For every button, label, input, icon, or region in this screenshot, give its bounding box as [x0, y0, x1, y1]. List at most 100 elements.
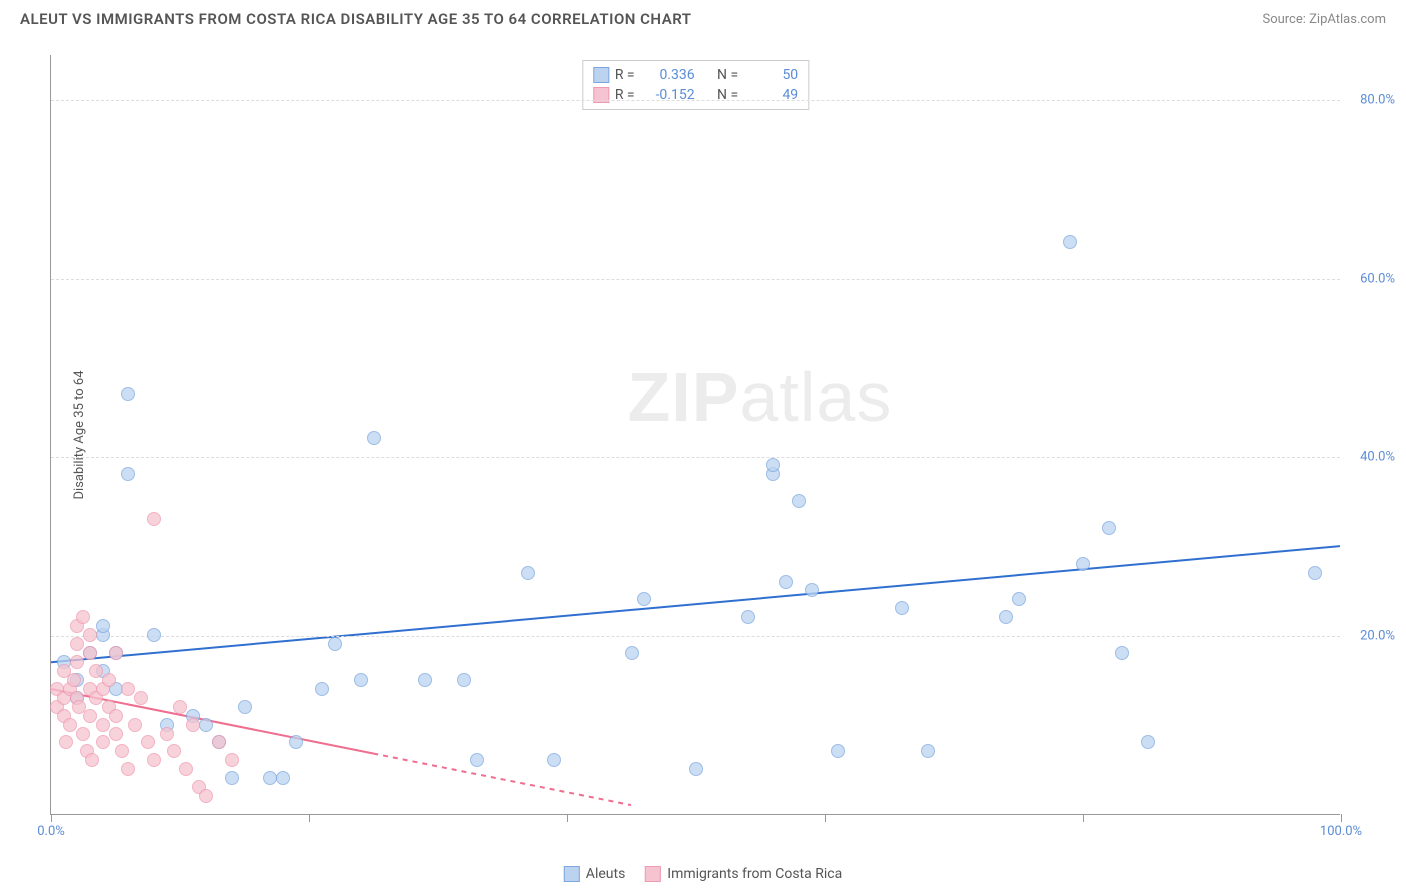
- data-point: [289, 735, 303, 749]
- data-point: [115, 744, 129, 758]
- data-point: [199, 718, 213, 732]
- gridline: [51, 100, 1340, 101]
- correlation-legend: R =0.336 N =50R =-0.152 N =49: [582, 60, 809, 110]
- data-point: [121, 387, 135, 401]
- gridline: [51, 279, 1340, 280]
- data-point: [315, 682, 329, 696]
- data-point: [328, 637, 342, 651]
- data-point: [109, 709, 123, 723]
- chart-area: Disability Age 35 to 64 ZIPatlas R =0.33…: [50, 55, 1340, 815]
- plot-region: ZIPatlas R =0.336 N =50R =-0.152 N =49 2…: [50, 55, 1340, 815]
- x-tick-label: 100.0%: [1320, 824, 1362, 839]
- data-point: [367, 431, 381, 445]
- data-point: [921, 744, 935, 758]
- data-point: [83, 709, 97, 723]
- y-tick-label: 20.0%: [1360, 629, 1395, 644]
- legend-label: Immigrants from Costa Rica: [667, 866, 842, 882]
- data-point: [212, 735, 226, 749]
- data-point: [121, 682, 135, 696]
- data-point: [625, 646, 639, 660]
- data-point: [96, 619, 110, 633]
- data-point: [225, 753, 239, 767]
- correlation-row: R =0.336 N =50: [593, 65, 798, 85]
- data-point: [779, 575, 793, 589]
- watermark: ZIPatlas: [628, 357, 893, 437]
- gridline: [51, 457, 1340, 458]
- data-point: [96, 718, 110, 732]
- data-point: [1076, 557, 1090, 571]
- data-point: [225, 771, 239, 785]
- data-point: [689, 762, 703, 776]
- data-point: [89, 664, 103, 678]
- data-point: [121, 467, 135, 481]
- data-point: [805, 583, 819, 597]
- data-point: [741, 610, 755, 624]
- gridline: [51, 636, 1340, 637]
- x-tick: [567, 814, 568, 822]
- data-point: [134, 691, 148, 705]
- data-point: [457, 673, 471, 687]
- data-point: [1115, 646, 1129, 660]
- data-point: [59, 735, 73, 749]
- data-point: [1012, 592, 1026, 606]
- data-point: [102, 673, 116, 687]
- legend-item: Immigrants from Costa Rica: [645, 866, 842, 882]
- data-point: [186, 718, 200, 732]
- data-point: [128, 718, 142, 732]
- series-legend: Aleuts Immigrants from Costa Rica: [564, 866, 842, 882]
- data-point: [109, 646, 123, 660]
- data-point: [109, 727, 123, 741]
- data-point: [637, 592, 651, 606]
- y-tick-label: 60.0%: [1360, 271, 1395, 286]
- data-point: [141, 735, 155, 749]
- data-point: [470, 753, 484, 767]
- chart-title: ALEUT VS IMMIGRANTS FROM COSTA RICA DISA…: [20, 10, 691, 28]
- data-point: [167, 744, 181, 758]
- data-point: [63, 718, 77, 732]
- data-point: [160, 727, 174, 741]
- data-point: [1063, 235, 1077, 249]
- data-point: [147, 512, 161, 526]
- data-point: [67, 673, 81, 687]
- x-tick: [309, 814, 310, 822]
- data-point: [70, 637, 84, 651]
- data-point: [147, 628, 161, 642]
- data-point: [83, 646, 97, 660]
- legend-swatch: [593, 67, 609, 83]
- x-tick: [1341, 814, 1342, 822]
- data-point: [1102, 521, 1116, 535]
- data-point: [83, 628, 97, 642]
- data-point: [521, 566, 535, 580]
- data-point: [76, 610, 90, 624]
- data-point: [70, 655, 84, 669]
- legend-swatch: [564, 866, 580, 882]
- data-point: [1308, 566, 1322, 580]
- data-point: [238, 700, 252, 714]
- legend-swatch: [645, 866, 661, 882]
- y-tick-label: 40.0%: [1360, 450, 1395, 465]
- data-point: [354, 673, 368, 687]
- y-tick-label: 80.0%: [1360, 92, 1395, 107]
- legend-item: Aleuts: [564, 866, 625, 882]
- data-point: [263, 771, 277, 785]
- data-point: [76, 727, 90, 741]
- data-point: [276, 771, 290, 785]
- data-point: [766, 458, 780, 472]
- source-label: Source: ZipAtlas.com: [1262, 12, 1386, 27]
- x-tick: [1083, 814, 1084, 822]
- x-tick-label: 0.0%: [37, 824, 65, 839]
- data-point: [831, 744, 845, 758]
- data-point: [179, 762, 193, 776]
- data-point: [85, 753, 99, 767]
- x-tick: [825, 814, 826, 822]
- data-point: [121, 762, 135, 776]
- data-point: [999, 610, 1013, 624]
- data-point: [1141, 735, 1155, 749]
- legend-label: Aleuts: [586, 866, 625, 882]
- data-point: [147, 753, 161, 767]
- data-point: [792, 494, 806, 508]
- x-tick: [51, 814, 52, 822]
- data-point: [547, 753, 561, 767]
- data-point: [895, 601, 909, 615]
- data-point: [418, 673, 432, 687]
